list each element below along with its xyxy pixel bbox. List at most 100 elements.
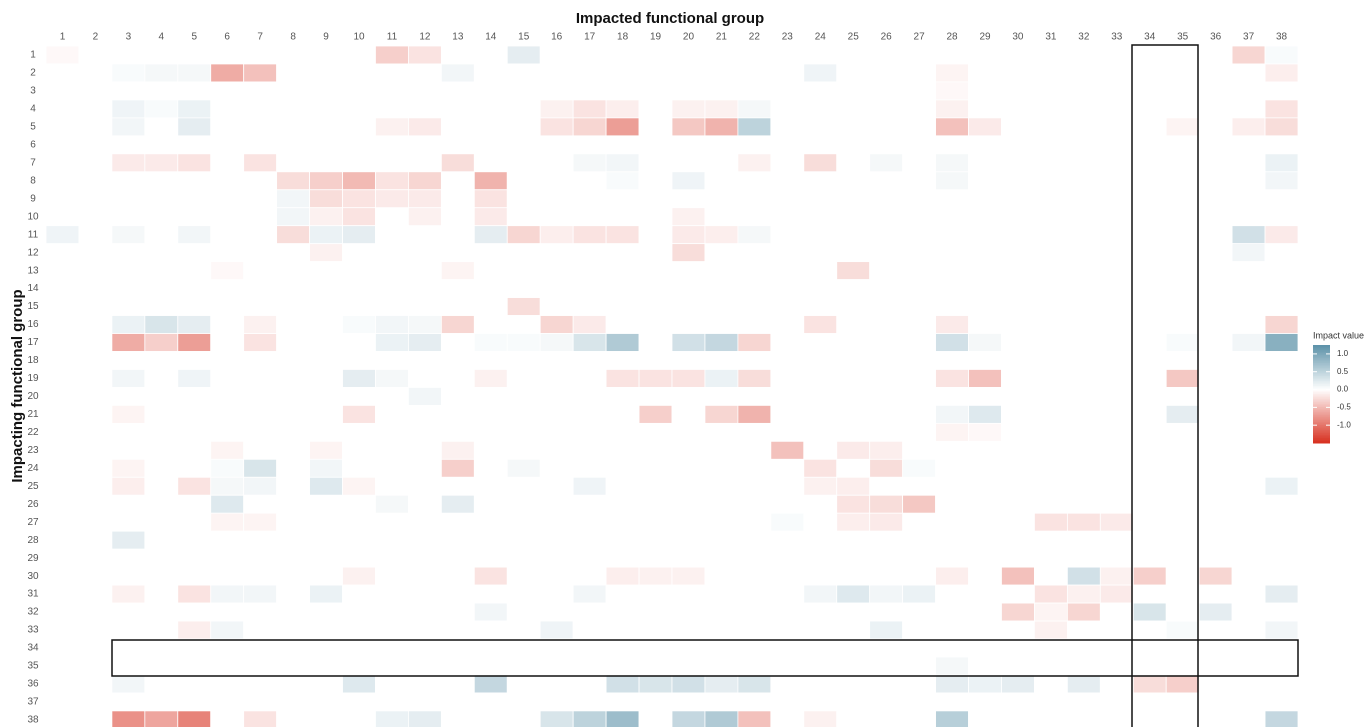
heatmap-cell — [572, 440, 607, 460]
heatmap-cell — [902, 584, 936, 604]
heatmap-cell — [770, 530, 805, 550]
y-tick-label: 35 — [27, 661, 39, 672]
heatmap-cell — [375, 207, 409, 227]
heatmap-cell — [770, 440, 805, 460]
heatmap-cell — [1132, 530, 1167, 550]
y-tick-label: 2 — [30, 68, 36, 79]
x-tick-label: 22 — [749, 32, 761, 43]
heatmap-cell — [539, 153, 574, 173]
heatmap-cell — [803, 674, 838, 694]
heatmap-cell — [572, 153, 607, 173]
heatmap-cell — [770, 117, 805, 137]
heatmap-cell — [1034, 674, 1068, 694]
heatmap-cell — [1231, 638, 1266, 658]
heatmap-cell — [638, 189, 673, 209]
heatmap-cell — [671, 351, 706, 370]
x-tick-label: 29 — [979, 32, 991, 43]
x-tick-label: 4 — [159, 32, 165, 43]
heatmap-cell — [605, 45, 640, 65]
heatmap-cell — [440, 422, 475, 442]
heatmap-cell — [1198, 261, 1233, 281]
heatmap-cell — [144, 548, 179, 568]
heatmap-cell — [440, 189, 475, 209]
heatmap-cell — [506, 135, 541, 155]
heatmap-cell — [1034, 440, 1068, 460]
heatmap-cell — [1198, 135, 1233, 155]
heatmap-cell — [210, 99, 245, 119]
heatmap-cell — [78, 333, 113, 352]
heatmap-cell — [1132, 422, 1167, 442]
heatmap-cell — [539, 620, 574, 640]
heatmap-cell — [1034, 369, 1068, 388]
heatmap-cell — [1034, 315, 1068, 334]
heatmap-cell — [177, 369, 212, 388]
heatmap-cell — [1231, 117, 1266, 137]
heatmap-cell — [375, 476, 409, 496]
heatmap-cell — [1165, 261, 1200, 281]
heatmap-cell — [375, 333, 409, 352]
heatmap-cell — [638, 333, 673, 352]
colorbar-segment — [1313, 395, 1330, 398]
heatmap-cell — [506, 171, 541, 191]
heatmap-cell — [177, 279, 212, 298]
heatmap-cell — [506, 387, 541, 406]
heatmap-cell — [605, 656, 640, 676]
heatmap-cell — [144, 351, 179, 370]
heatmap-cell — [210, 351, 245, 370]
heatmap-cell — [45, 297, 80, 316]
heatmap-cell — [836, 494, 871, 514]
heatmap-cell — [144, 476, 179, 496]
heatmap-cell — [968, 315, 1002, 334]
heatmap-cell — [177, 135, 212, 155]
colorbar-segment — [1313, 426, 1330, 429]
heatmap-cell — [1001, 476, 1035, 496]
heatmap-cell — [473, 674, 508, 694]
heatmap-cell — [177, 315, 212, 334]
heatmap-cell — [572, 620, 607, 640]
heatmap-cell — [539, 135, 574, 155]
heatmap-cell — [342, 674, 376, 694]
heatmap-cell — [638, 674, 673, 694]
heatmap-cell — [309, 620, 343, 640]
heatmap-cell — [309, 530, 343, 550]
heatmap-cell — [968, 692, 1002, 712]
heatmap-cell — [1001, 207, 1035, 227]
heatmap-cell — [770, 692, 805, 712]
heatmap-cell — [309, 315, 343, 334]
heatmap-cell — [902, 99, 936, 119]
heatmap-cell — [1264, 369, 1299, 388]
heatmap-cell — [704, 135, 739, 155]
heatmap-cell — [276, 81, 310, 101]
heatmap-cell — [605, 315, 640, 334]
heatmap-cell — [836, 243, 871, 263]
heatmap-cell — [869, 225, 904, 245]
heatmap-cell — [902, 638, 936, 658]
heatmap-cell — [408, 566, 442, 586]
heatmap-cell — [671, 674, 706, 694]
heatmap-cell — [1034, 333, 1068, 352]
heatmap-cell — [737, 207, 772, 227]
heatmap-cell — [342, 297, 376, 316]
heatmap-cell — [572, 387, 607, 406]
heatmap-cell — [1165, 189, 1200, 209]
heatmap-cell — [638, 530, 673, 550]
heatmap-cell — [836, 351, 871, 370]
heatmap-cell — [869, 315, 904, 334]
heatmap-cell — [1264, 333, 1299, 352]
heatmap-cell — [342, 476, 376, 496]
heatmap-cell — [144, 566, 179, 586]
colorbar-tick-label: 0.5 — [1337, 367, 1349, 376]
heatmap-cell — [506, 440, 541, 460]
heatmap-cell — [276, 45, 310, 65]
heatmap-cell — [968, 548, 1002, 568]
heatmap-cell — [968, 351, 1002, 370]
heatmap-cell — [1231, 135, 1266, 155]
heatmap-cell — [45, 422, 80, 442]
heatmap-cell — [704, 602, 739, 622]
heatmap-cell — [473, 387, 508, 406]
heatmap-cell — [309, 710, 343, 727]
heatmap-cell — [1099, 404, 1134, 424]
heatmap-cell — [836, 63, 871, 83]
colorbar-segment — [1313, 366, 1330, 369]
heatmap-cell — [836, 171, 871, 191]
